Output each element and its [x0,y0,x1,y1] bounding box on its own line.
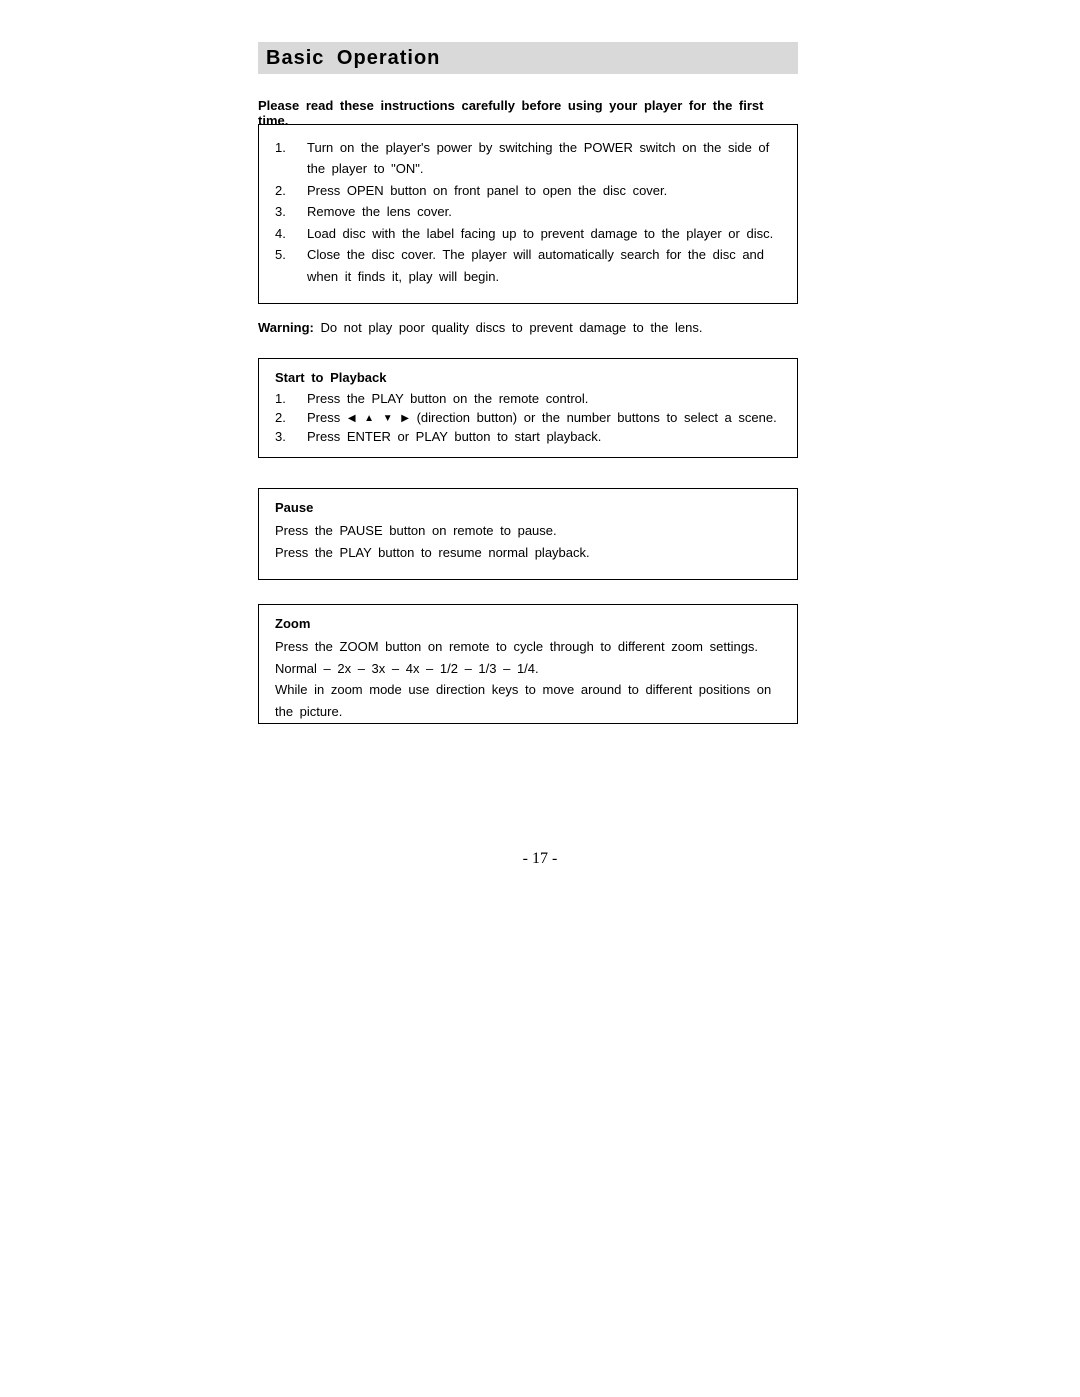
warning-line: Warning: Do not play poor quality discs … [258,320,798,335]
manual-page: Basic Operation Please read these instru… [0,0,1080,1397]
list-item: 1. Press the PLAY button on the remote c… [275,390,781,409]
list-text: Press OPEN button on front panel to open… [307,180,781,201]
section-title: Basic Operation [266,47,440,70]
list-number: 3. [275,201,307,222]
list-text: Load disc with the label facing up to pr… [307,223,781,244]
warning-text: Do not play poor quality discs to preven… [314,320,703,335]
list-text: Turn on the player's power by switching … [307,137,781,180]
list-number: 1. [275,137,307,180]
list-number: 4. [275,223,307,244]
text-suffix: (direction button) or the number buttons… [417,410,777,425]
list-item: 2. Press OPEN button on front panel to o… [275,180,781,201]
list-item: 3. Press ENTER or PLAY button to start p… [275,428,781,447]
arrow-down-icon: ▼ [383,414,393,424]
box-title: Pause [275,497,781,518]
text-prefix: Press [307,410,347,425]
zoom-box: Zoom Press the ZOOM button on remote to … [258,604,798,724]
list-text: Press the PLAY button on the remote cont… [307,390,781,409]
playback-box: Start to Playback 1. Press the PLAY butt… [258,358,798,458]
box-line: While in zoom mode use direction keys to… [275,679,781,722]
arrow-up-icon: ▲ [364,414,374,424]
list-item: 4. Load disc with the label facing up to… [275,223,781,244]
setup-steps-box: 1. Turn on the player's power by switchi… [258,124,798,304]
arrow-right-icon: ▶ [401,414,409,424]
page-number: - 17 - [0,850,1080,868]
warning-label: Warning: [258,320,314,335]
list-item: 2. Press ◀ ▲ ▼ ▶ (direction button) or t… [275,409,781,428]
box-line: Normal – 2x – 3x – 4x – 1/2 – 1/3 – 1/4. [275,658,781,679]
list-number: 3. [275,428,307,447]
box-line: Press the PAUSE button on remote to paus… [275,520,781,541]
box-title: Start to Playback [275,367,781,388]
list-number: 2. [275,409,307,428]
list-number: 2. [275,180,307,201]
section-title-bar: Basic Operation [258,42,798,74]
box-line: Press the ZOOM button on remote to cycle… [275,636,781,657]
list-number: 5. [275,244,307,287]
list-number: 1. [275,390,307,409]
list-text: Press ◀ ▲ ▼ ▶ (direction button) or the … [307,409,781,428]
list-text: Close the disc cover. The player will au… [307,244,781,287]
box-line: Press the PLAY button to resume normal p… [275,542,781,563]
list-text: Remove the lens cover. [307,201,781,222]
list-item: 5. Close the disc cover. The player will… [275,244,781,287]
box-title: Zoom [275,613,781,634]
arrow-left-icon: ◀ [348,414,356,424]
list-text: Press ENTER or PLAY button to start play… [307,428,781,447]
pause-box: Pause Press the PAUSE button on remote t… [258,488,798,580]
list-item: 3. Remove the lens cover. [275,201,781,222]
list-item: 1. Turn on the player's power by switchi… [275,137,781,180]
